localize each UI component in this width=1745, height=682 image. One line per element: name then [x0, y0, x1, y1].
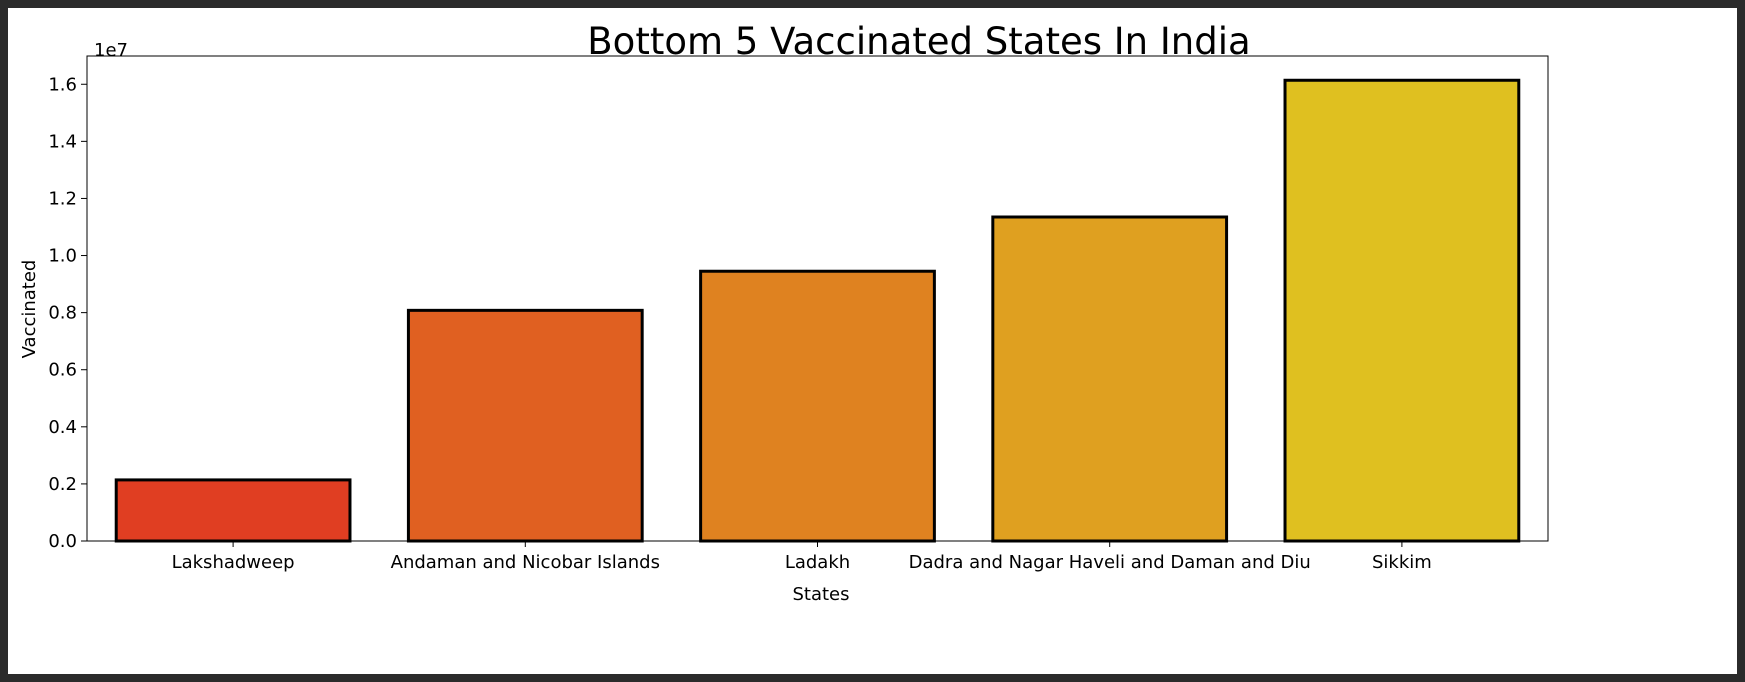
y-tick-label: 1.2	[48, 188, 77, 209]
y-axis-scale-label: 1e7	[94, 40, 128, 61]
bar	[991, 215, 1229, 543]
y-tick-label: 0.8	[48, 303, 77, 324]
y-tick-label: 1.0	[48, 246, 77, 267]
y-tick-label: 0.0	[48, 531, 77, 552]
y-tick-label: 1.6	[48, 74, 77, 95]
bar	[406, 308, 644, 543]
x-tick-label: Dadra and Nagar Haveli and Daman and Diu	[909, 552, 1311, 573]
x-tick-label: Lakshadweep	[172, 552, 295, 573]
bar	[1283, 78, 1521, 543]
x-tick-label: Ladakh	[785, 552, 850, 573]
chart-figure: Bottom 5 Vaccinated States In India 1e7 …	[8, 8, 1737, 674]
plot-area: Lakshadweep Andaman and Nicobar Islands La…	[48, 55, 1549, 573]
chart-title: Bottom 5 Vaccinated States In India	[587, 20, 1250, 63]
y-axis-label: Vaccinated	[19, 260, 40, 359]
y-tick-label: 1.4	[48, 131, 77, 152]
bar	[114, 478, 352, 543]
y-tick-label: 0.6	[48, 360, 77, 381]
bar-chart: Bottom 5 Vaccinated States In India 1e7 …	[19, 20, 1549, 605]
y-tick-label: 0.4	[48, 417, 77, 438]
x-tick-label: Andaman and Nicobar Islands	[391, 552, 660, 573]
axes-frame	[86, 55, 1549, 542]
x-tick-label: Sikkim	[1372, 552, 1432, 573]
bar	[699, 269, 936, 543]
x-axis-label: States	[792, 584, 849, 605]
y-tick-label: 0.2	[48, 474, 77, 495]
